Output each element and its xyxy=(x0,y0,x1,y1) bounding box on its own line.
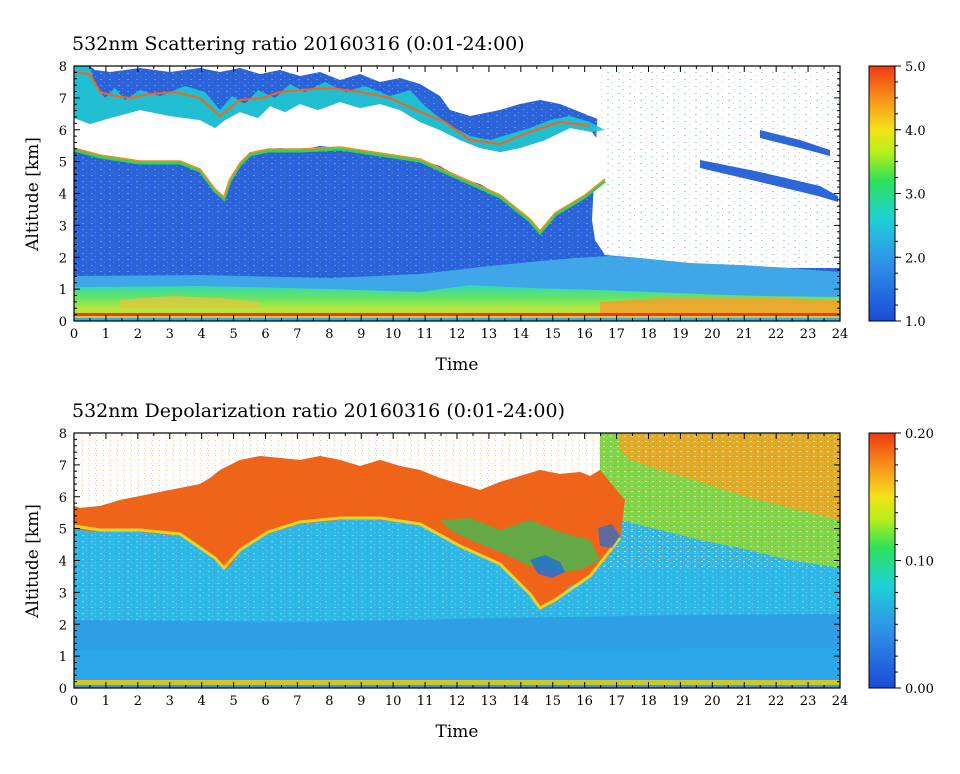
y-tick-label: 2 xyxy=(59,251,67,266)
x-tick-label: 16 xyxy=(576,327,593,342)
y-tick-label: 0 xyxy=(59,315,67,330)
x-tick-label: 18 xyxy=(640,327,657,342)
x-tick-label: 2 xyxy=(134,694,142,709)
y-tick-label: 8 xyxy=(59,427,67,442)
x-tick-label: 6 xyxy=(261,694,269,709)
x-tick-label: 5 xyxy=(229,694,237,709)
x-tick-label: 14 xyxy=(513,327,530,342)
x-tick-label: 3 xyxy=(166,327,174,342)
panel1-y-axis: Altitude [km] 0 1 2 3 4 5 6 7 8 xyxy=(23,60,840,330)
y-tick-label: 5 xyxy=(59,523,67,538)
y-tick-label: 3 xyxy=(59,219,67,234)
y-tick-label: 1 xyxy=(59,650,67,665)
colorbar-tick-label: 0.00 xyxy=(905,682,934,697)
panel2-x-axis: 0 1 2 3 4 5 6 7 8 9 10 11 12 13 14 15 16 17 18 19 20 21 22 23 24… xyxy=(70,433,848,742)
colorbar-tick-label: 2.0 xyxy=(905,251,926,266)
x-tick-label: 7 xyxy=(293,694,301,709)
x-tick-label: 17 xyxy=(608,327,625,342)
x-tick-label: 9 xyxy=(357,694,365,709)
panel1-cirrus-layer xyxy=(74,66,605,152)
y-tick-label: 4 xyxy=(59,555,67,570)
x-tick-label: 0 xyxy=(70,327,78,342)
x-tick-label: 14 xyxy=(513,694,530,709)
x-tick-label: 19 xyxy=(672,327,689,342)
x-tick-label: 8 xyxy=(325,694,333,709)
panel1-cloud-gap xyxy=(74,102,605,232)
x-tick-label: 20 xyxy=(704,694,721,709)
x-tick-label: 4 xyxy=(198,694,206,709)
y-tick-label: 0 xyxy=(59,682,67,697)
y-tick-label: 7 xyxy=(59,459,67,474)
x-tick-label: 3 xyxy=(166,694,174,709)
scattering-ratio-panel: 532nm Scattering ratio 20160316 (0:01-24… xyxy=(23,33,926,375)
y-tick-label: 4 xyxy=(59,188,67,203)
y-tick-label: 1 xyxy=(59,283,67,298)
x-tick-label: 0 xyxy=(70,694,78,709)
panel2-colorbar: 0.00 0.10 0.20 xyxy=(868,427,934,697)
x-tick-label: 12 xyxy=(449,327,466,342)
x-tick-label: 1 xyxy=(102,327,110,342)
x-tick-label: 24 xyxy=(832,694,849,709)
panel1-plot-area xyxy=(73,65,841,322)
x-tick-label: 22 xyxy=(768,694,785,709)
panel2-x-axis-label: Time xyxy=(436,722,479,742)
colorbar-tick-label: 3.0 xyxy=(905,188,926,203)
panel1-y-axis-label: Altitude [km] xyxy=(23,137,43,252)
x-tick-label: 15 xyxy=(544,327,561,342)
panel2-plot-area xyxy=(73,432,841,689)
x-tick-label: 19 xyxy=(672,694,689,709)
colorbar-tick-label: 0.10 xyxy=(905,555,934,570)
panel2-y-axis: Altitude [km] 0 1 2 3 4 5 6 7 8 xyxy=(23,427,840,697)
x-tick-label: 6 xyxy=(261,327,269,342)
x-tick-label: 18 xyxy=(640,694,657,709)
x-tick-label: 23 xyxy=(800,694,817,709)
x-tick-label: 20 xyxy=(704,327,721,342)
x-tick-label: 10 xyxy=(385,694,402,709)
panel1-x-axis: 0 1 2 3 4 5 6 7 8 9 10 11 12 13 14 15 16 17 18 19 20 21 22 23 24… xyxy=(70,66,848,375)
panel1-x-axis-label: Time xyxy=(436,355,479,375)
y-tick-label: 7 xyxy=(59,92,67,107)
x-tick-label: 9 xyxy=(357,327,365,342)
panel2-cloud-band xyxy=(74,456,625,610)
x-tick-label: 2 xyxy=(134,327,142,342)
panel1-colorbar: 1.0 2.0 3.0 4.0 5.0 xyxy=(868,60,926,330)
panel1-surface-layer xyxy=(74,313,840,316)
y-tick-label: 3 xyxy=(59,586,67,601)
x-tick-label: 5 xyxy=(229,327,237,342)
x-tick-label: 7 xyxy=(293,327,301,342)
depolarization-ratio-panel: 532nm Depolarization ratio 20160316 (0:0… xyxy=(23,400,934,742)
colorbar-tick-label: 4.0 xyxy=(905,124,926,139)
x-tick-label: 23 xyxy=(800,327,817,342)
x-tick-label: 13 xyxy=(481,694,498,709)
y-tick-label: 6 xyxy=(59,124,67,139)
x-tick-label: 21 xyxy=(736,694,753,709)
x-tick-label: 17 xyxy=(608,694,625,709)
x-tick-label: 10 xyxy=(385,327,402,342)
x-tick-label: 12 xyxy=(449,694,466,709)
panel1-title: 532nm Scattering ratio 20160316 (0:01-24… xyxy=(72,33,525,55)
x-tick-label: 22 xyxy=(768,327,785,342)
y-tick-label: 8 xyxy=(59,60,67,75)
colorbar-tick-label: 0.20 xyxy=(905,427,934,442)
x-tick-label: 11 xyxy=(417,694,434,709)
x-tick-label: 24 xyxy=(832,327,849,342)
x-tick-label: 15 xyxy=(544,694,561,709)
colorbar-tick-label: 5.0 xyxy=(905,60,926,75)
x-tick-label: 21 xyxy=(736,327,753,342)
panel2-y-axis-label: Altitude [km] xyxy=(23,504,43,619)
x-tick-label: 13 xyxy=(481,327,498,342)
panel2-title: 532nm Depolarization ratio 20160316 (0:0… xyxy=(72,400,565,422)
x-tick-label: 11 xyxy=(417,327,434,342)
y-tick-label: 2 xyxy=(59,618,67,633)
x-tick-label: 16 xyxy=(576,694,593,709)
colorbar-tick-label: 1.0 xyxy=(905,315,926,330)
x-tick-label: 8 xyxy=(325,327,333,342)
y-tick-label: 6 xyxy=(59,491,67,506)
x-tick-label: 4 xyxy=(198,327,206,342)
y-tick-label: 5 xyxy=(59,156,67,171)
x-tick-label: 1 xyxy=(102,694,110,709)
